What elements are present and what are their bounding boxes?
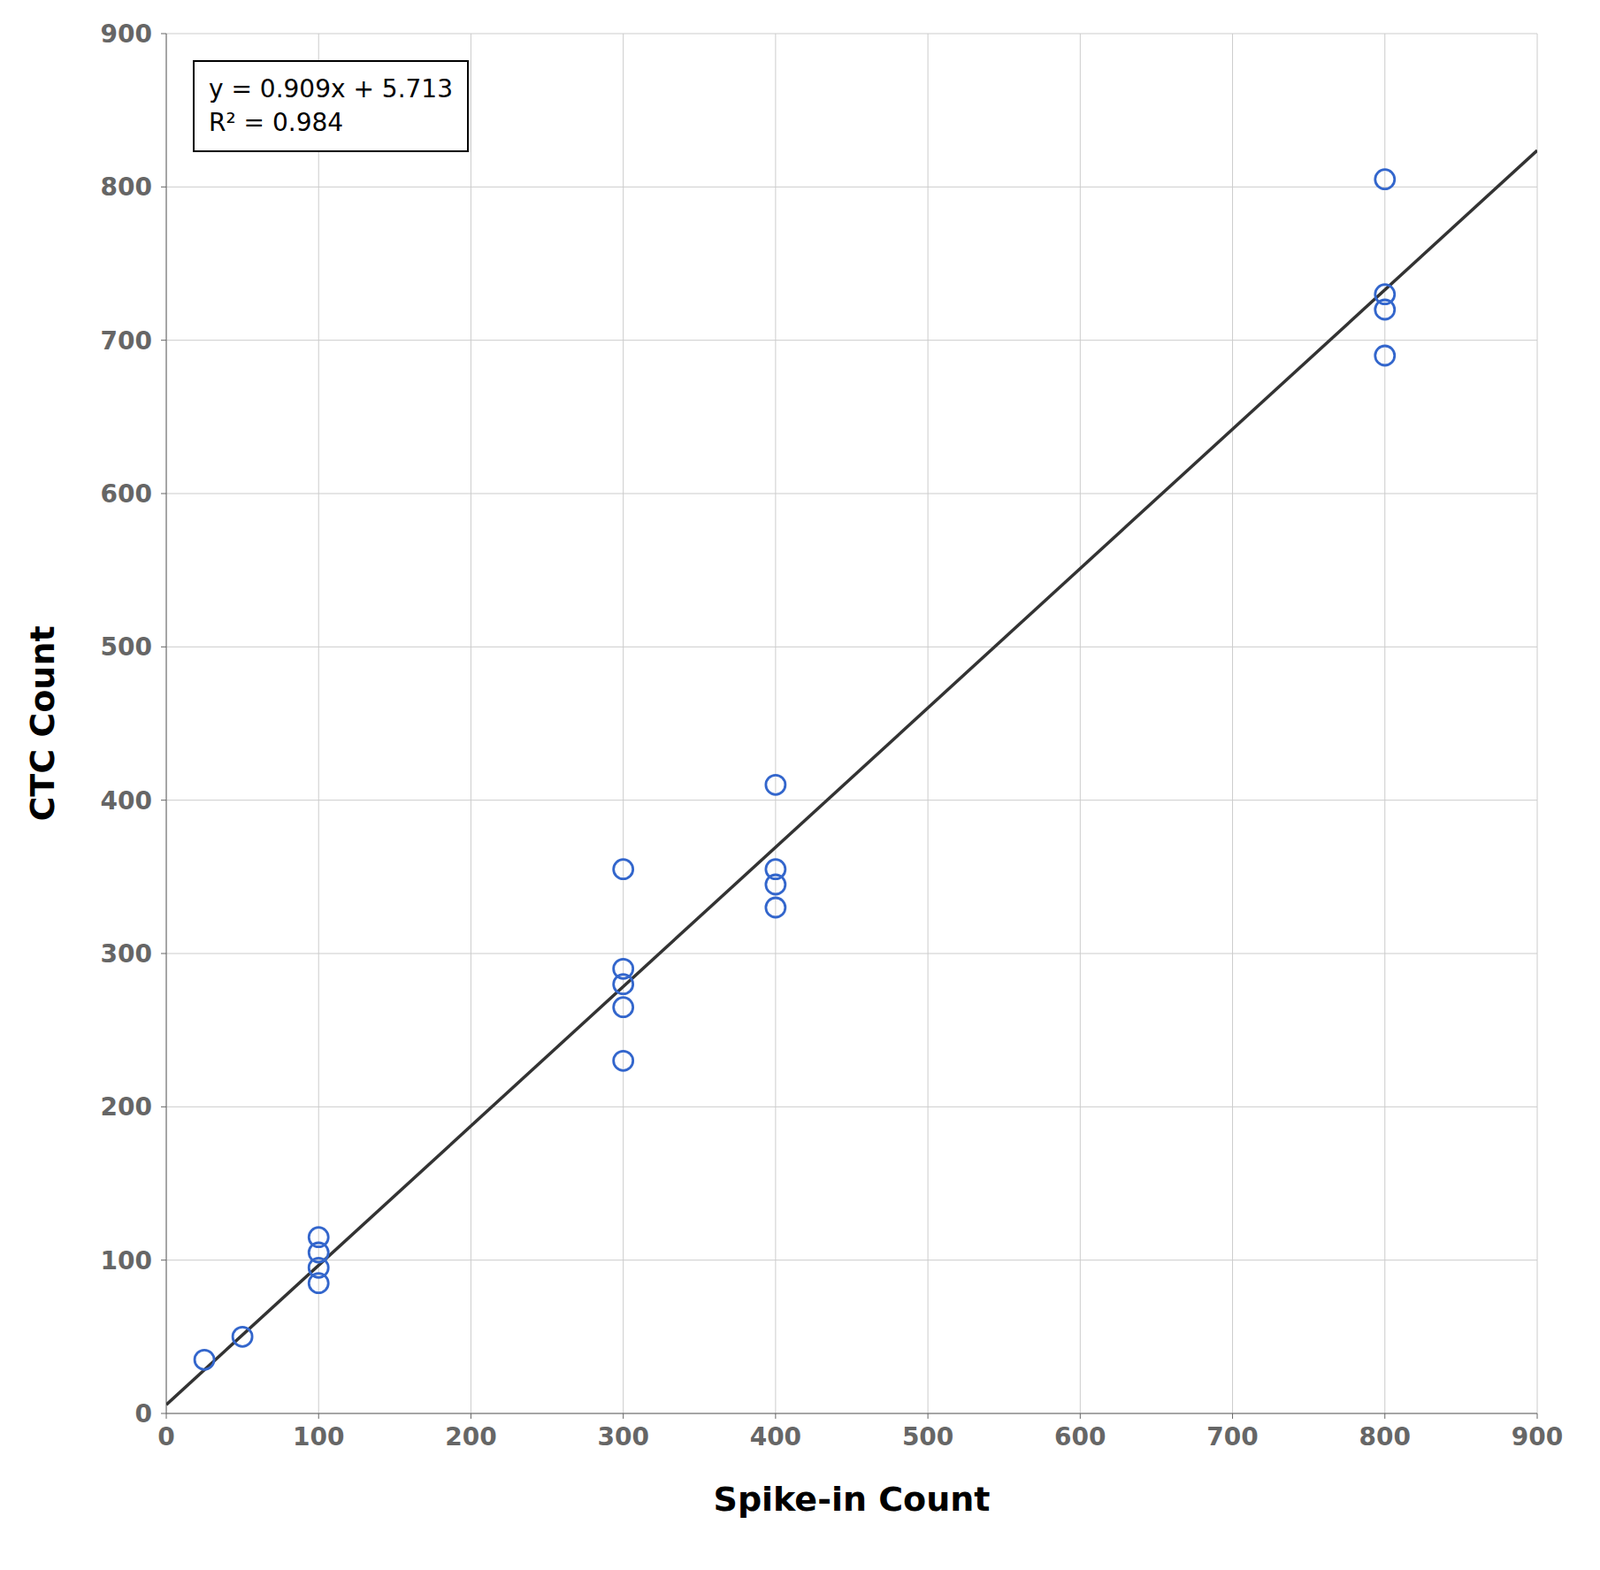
svg-text:900: 900 <box>100 19 153 49</box>
svg-text:700: 700 <box>100 326 153 356</box>
svg-text:0: 0 <box>157 1422 175 1452</box>
svg-text:400: 400 <box>750 1422 802 1452</box>
svg-text:200: 200 <box>100 1092 153 1122</box>
svg-text:100: 100 <box>100 1246 153 1276</box>
svg-text:Spike-in Count: Spike-in Count <box>713 1479 991 1519</box>
svg-text:300: 300 <box>100 939 153 969</box>
html-text:R² = 0.984: R² = 0.984 <box>208 107 344 137</box>
svg-text:500: 500 <box>100 632 153 662</box>
svg-text:900: 900 <box>1511 1422 1563 1452</box>
svg-text:300: 300 <box>597 1422 649 1452</box>
svg-text:400: 400 <box>100 786 153 816</box>
svg-text:600: 600 <box>100 479 153 509</box>
html-text:y = 0.909x + 5.713: y = 0.909x + 5.713 <box>208 74 453 104</box>
svg-text:800: 800 <box>100 172 153 202</box>
svg-text:700: 700 <box>1206 1422 1258 1452</box>
svg-text:500: 500 <box>902 1422 954 1452</box>
svg-text:100: 100 <box>292 1422 345 1452</box>
svg-text:800: 800 <box>1359 1422 1411 1452</box>
svg-text:600: 600 <box>1054 1422 1106 1452</box>
svg-text:CTC Count: CTC Count <box>22 625 62 821</box>
svg-text:0: 0 <box>135 1399 153 1429</box>
svg-text:200: 200 <box>444 1422 497 1452</box>
